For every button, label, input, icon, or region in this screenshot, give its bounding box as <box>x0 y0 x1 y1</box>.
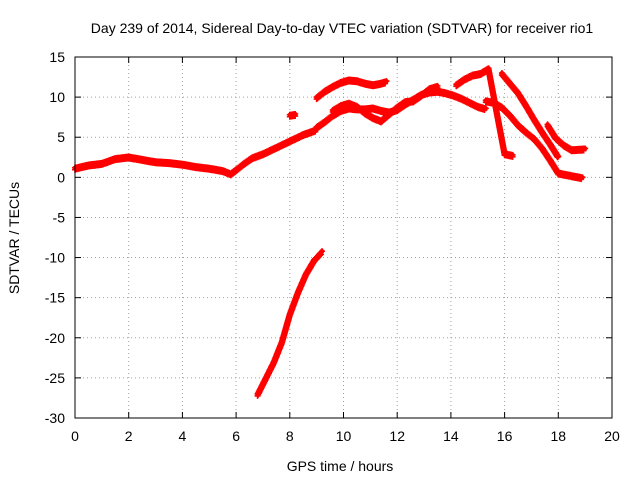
series-markers <box>482 97 586 183</box>
x-axis-label: GPS time / hours <box>287 458 394 474</box>
y-tick-label: -20 <box>45 330 65 346</box>
x-tick-label: 12 <box>389 428 405 444</box>
series-short-segments <box>286 65 589 160</box>
y-tick-label: 15 <box>49 49 65 65</box>
series-late-branch <box>498 70 562 161</box>
series-markers <box>498 70 562 161</box>
x-tick-label: 6 <box>232 428 240 444</box>
x-tick-label: 18 <box>551 428 567 444</box>
y-tick-label: 5 <box>57 129 65 145</box>
chart-title: Day 239 of 2014, Sidereal Day-to-day VTE… <box>91 20 594 36</box>
x-tick-label: 20 <box>604 428 620 444</box>
y-tick-label: -30 <box>45 410 65 426</box>
y-tick-label: 0 <box>57 169 65 185</box>
series-markers <box>313 76 390 103</box>
y-tick-label: -10 <box>45 250 65 266</box>
x-tick-label: 14 <box>443 428 459 444</box>
series-markers <box>254 248 326 399</box>
x-tick-label: 16 <box>497 428 513 444</box>
y-tick-label: 10 <box>49 89 65 105</box>
series-markers <box>286 65 589 160</box>
axis-ticks: 0 2 4 6 8 10 12 14 16 18 20 15 10 5 0 -5 -10 -15 -20 -25 -30 <box>45 49 620 444</box>
x-tick-label: 2 <box>125 428 133 444</box>
x-tick-label: 0 <box>71 428 79 444</box>
series-evening-decline <box>482 97 586 183</box>
y-tick-label: -5 <box>53 209 66 225</box>
x-tick-label: 4 <box>179 428 187 444</box>
y-tick-label: -25 <box>45 370 65 386</box>
grid <box>75 57 612 418</box>
x-tick-label: 8 <box>286 428 294 444</box>
y-axis-label: SDTVAR / TECUs <box>6 182 22 294</box>
series-upper-arc <box>313 76 390 103</box>
x-tick-label: 10 <box>336 428 352 444</box>
y-tick-label: -15 <box>45 290 65 306</box>
series-descending-track <box>254 248 326 399</box>
